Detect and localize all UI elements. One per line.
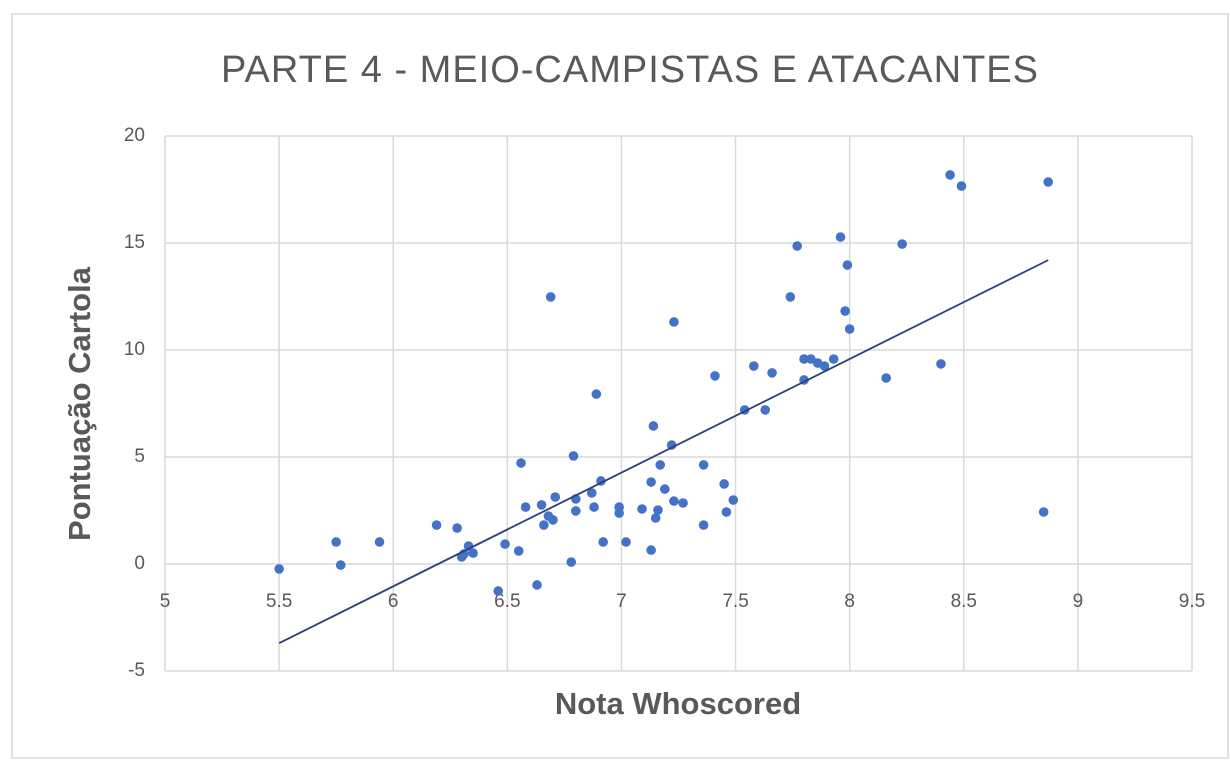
point	[500, 539, 510, 549]
x-tick-label: 5.5	[266, 591, 292, 612]
point	[792, 241, 802, 251]
y-tick-label: 20	[124, 125, 145, 146]
point	[721, 507, 732, 517]
point	[516, 458, 526, 468]
point	[956, 181, 967, 191]
point	[621, 537, 631, 547]
point	[881, 373, 891, 383]
point	[655, 460, 666, 470]
point	[669, 496, 679, 506]
point	[835, 232, 846, 242]
point	[897, 239, 907, 249]
point	[548, 515, 558, 525]
point	[698, 520, 709, 530]
point	[431, 520, 442, 530]
y-tick-label: 15	[124, 232, 145, 253]
point	[945, 170, 955, 180]
y-tick-label: 0	[134, 553, 145, 574]
point	[589, 502, 599, 512]
point	[728, 495, 739, 505]
point	[799, 354, 809, 364]
x-tick-label: 8.5	[951, 591, 977, 612]
point	[331, 537, 341, 547]
point	[571, 506, 581, 516]
point	[520, 502, 531, 512]
point	[452, 523, 462, 533]
point	[650, 513, 661, 523]
point	[550, 492, 561, 502]
point	[637, 504, 647, 514]
point	[598, 537, 608, 547]
point	[785, 292, 796, 302]
point	[568, 451, 579, 461]
point	[646, 477, 656, 487]
x-tick-label: 5	[160, 591, 171, 612]
point	[760, 405, 771, 415]
point	[936, 359, 946, 369]
point	[710, 371, 720, 381]
point	[669, 317, 679, 327]
x-tick-label: 9	[1073, 591, 1084, 612]
point	[1043, 177, 1054, 187]
point	[719, 479, 729, 489]
chart-frame	[11, 13, 1229, 759]
point	[698, 460, 709, 470]
point	[545, 292, 556, 302]
point	[678, 498, 688, 508]
x-tick-label: 6.5	[494, 591, 520, 612]
point	[536, 500, 547, 510]
point	[648, 421, 659, 431]
point	[653, 505, 663, 515]
x-tick-label: 7.5	[722, 591, 748, 612]
point	[374, 537, 385, 547]
x-tick-label: 8	[844, 591, 855, 612]
point	[828, 354, 839, 364]
point	[660, 484, 670, 494]
trendline	[278, 259, 1049, 644]
point	[493, 586, 504, 596]
x-tick-label: 7	[616, 591, 627, 612]
x-axis-title: Nota Whoscored	[555, 686, 801, 721]
x-tick-label: 6	[388, 591, 399, 612]
point	[840, 306, 850, 316]
y-tick-label: 5	[134, 446, 145, 467]
point	[1038, 507, 1049, 517]
point	[646, 545, 656, 555]
point	[532, 580, 542, 590]
point	[274, 564, 284, 574]
point	[844, 324, 855, 334]
y-axis-title: Pontuação Cartola	[62, 266, 97, 541]
point	[767, 368, 777, 378]
y-tick-label: -5	[128, 660, 145, 681]
point	[586, 488, 597, 498]
x-tick-label: 9.5	[1179, 591, 1205, 612]
point	[842, 260, 853, 270]
point	[335, 560, 346, 570]
chart-title: PARTE 4 - MEIO-CAMPISTAS E ATACANTES	[221, 49, 1039, 91]
y-tick-label: 10	[124, 339, 145, 360]
point	[468, 548, 478, 558]
point	[513, 546, 524, 556]
point	[591, 389, 602, 399]
point	[539, 520, 549, 530]
point	[566, 557, 577, 567]
point	[614, 508, 624, 518]
point	[819, 361, 830, 371]
point	[749, 361, 759, 371]
